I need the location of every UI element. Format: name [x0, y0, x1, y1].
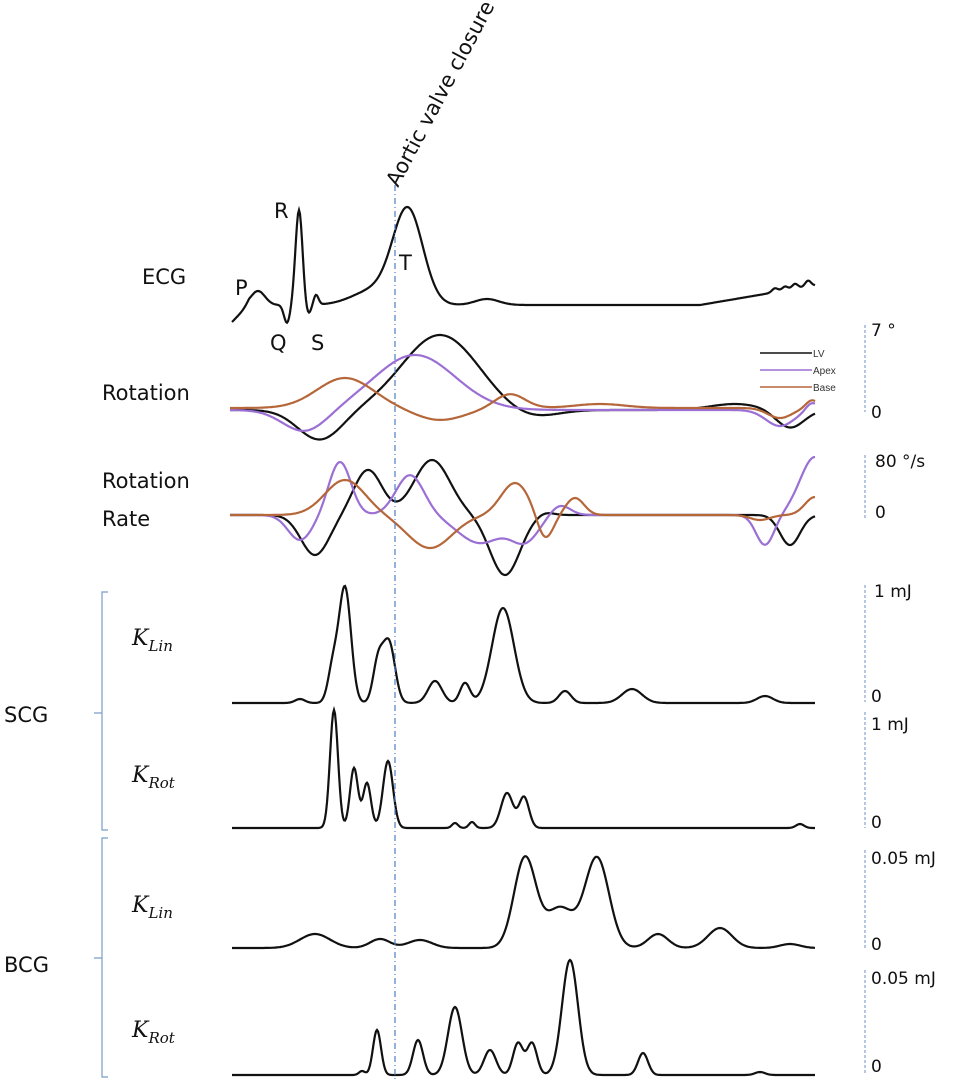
legend-base: Base [813, 383, 836, 394]
rotation-label: Rotation [102, 381, 190, 405]
bcg-krot-scale-zero: 0 [871, 1057, 882, 1077]
scg-bracket [94, 591, 108, 831]
rotation-base-trace [230, 376, 816, 421]
wave-t: T [398, 251, 412, 275]
scg-klin-label: KLin [131, 626, 173, 655]
rotation-scale-zero: 0 [871, 403, 882, 423]
legend-lv: LV [813, 349, 825, 360]
scg-krot-scale-zero: 0 [871, 813, 882, 833]
ecg-trace [231, 205, 816, 325]
scg-krot-scale-top: 1 mJ [871, 715, 909, 735]
rotation-scale-top: 7 ° [871, 321, 896, 341]
rotation-rate-scale-zero: 0 [875, 503, 886, 523]
rotation-rate-label-2: Rate [102, 507, 150, 531]
scale-bars: 7 ° 0 80 °/s 0 1 mJ 0 1 mJ 0 0.05 mJ 0 0… [864, 321, 936, 1077]
scg-krot-label: KRot [131, 763, 176, 792]
rotation-rate-label-1: Rotation [102, 469, 190, 493]
legend: LV Apex Base [760, 349, 836, 394]
rotation-apex-trace [230, 353, 816, 432]
scg-krot-trace [232, 705, 815, 830]
scg-klin-trace [232, 584, 815, 705]
bcg-krot-trace [232, 958, 815, 1077]
bcg-klin-label: KLin [131, 893, 173, 922]
rotation-rate-base-trace [230, 478, 816, 550]
rotation-lv-trace [230, 333, 816, 441]
bcg-krot-scale-top: 0.05 mJ [871, 969, 936, 989]
bcg-bracket [94, 837, 108, 1078]
traces [230, 205, 816, 1077]
bcg-krot-label: KRot [131, 1018, 176, 1047]
aortic-valve-closure-label: Aortic valve closure [381, 0, 499, 190]
bcg-klin-trace [232, 855, 815, 950]
ecg-label: ECG [142, 265, 186, 289]
scg-label: SCG [4, 703, 48, 727]
wave-r: R [274, 199, 289, 223]
bcg-klin-scale-zero: 0 [871, 935, 882, 955]
bcg-label: BCG [4, 953, 49, 977]
scg-klin-scale-top: 1 mJ [874, 582, 912, 602]
rotation-rate-scale-top: 80 °/s [875, 452, 925, 472]
bcg-klin-scale-top: 0.05 mJ [871, 849, 936, 869]
scg-klin-scale-zero: 0 [871, 687, 882, 707]
legend-apex: Apex [813, 366, 836, 377]
wave-s: S [311, 331, 324, 355]
wave-q: Q [270, 331, 287, 355]
wave-p: P [235, 276, 248, 300]
